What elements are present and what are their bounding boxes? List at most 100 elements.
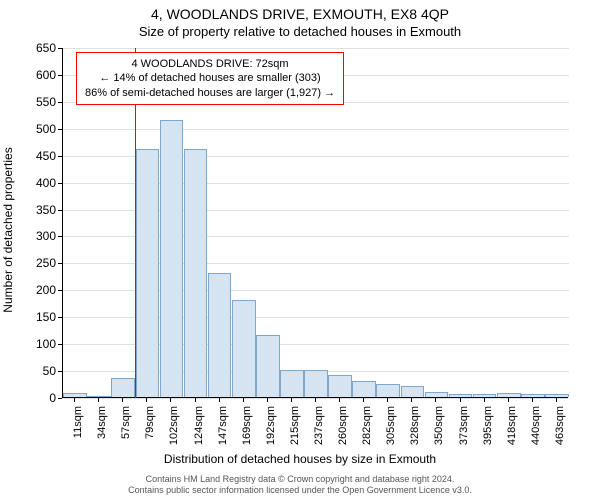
footer-line-1: Contains HM Land Registry data © Crown c… <box>0 474 600 485</box>
ytick-label: 600 <box>16 68 56 82</box>
ytick-label: 250 <box>16 256 56 270</box>
callout-line-0: 4 WOODLANDS DRIVE: 72sqm <box>85 57 335 71</box>
chart-title-description: Size of property relative to detached ho… <box>0 24 600 39</box>
xtick-label: 102sqm <box>168 406 180 456</box>
histogram-bar <box>304 370 328 397</box>
ytick-mark <box>58 183 62 184</box>
xtick-label: 350sqm <box>433 406 445 456</box>
ytick-label: 550 <box>16 95 56 109</box>
histogram-bar <box>232 300 256 397</box>
xtick-mark <box>339 398 340 402</box>
histogram-bar <box>136 149 160 397</box>
ytick-mark <box>58 263 62 264</box>
ytick-label: 650 <box>16 41 56 55</box>
ytick-label: 200 <box>16 283 56 297</box>
ytick-mark <box>58 344 62 345</box>
xtick-mark <box>508 398 509 402</box>
ytick-mark <box>58 210 62 211</box>
ytick-label: 100 <box>16 337 56 351</box>
callout-line-1: ← 14% of detached houses are smaller (30… <box>85 71 335 85</box>
callout-line-2: 86% of semi-detached houses are larger (… <box>85 86 335 100</box>
xtick-mark <box>435 398 436 402</box>
xtick-label: 260sqm <box>337 406 349 456</box>
xtick-mark <box>146 398 147 402</box>
histogram-bar <box>401 386 425 397</box>
xtick-mark <box>267 398 268 402</box>
ytick-label: 0 <box>16 391 56 405</box>
xtick-label: 124sqm <box>193 406 205 456</box>
xtick-mark <box>74 398 75 402</box>
xtick-label: 463sqm <box>554 406 566 456</box>
xtick-label: 395sqm <box>482 406 494 456</box>
histogram-bar <box>87 396 111 397</box>
xtick-label: 34sqm <box>96 406 108 456</box>
histogram-bar <box>328 375 352 397</box>
xtick-mark <box>556 398 557 402</box>
xtick-label: 215sqm <box>289 406 301 456</box>
ytick-mark <box>58 398 62 399</box>
xtick-mark <box>387 398 388 402</box>
xtick-mark <box>122 398 123 402</box>
ytick-label: 300 <box>16 229 56 243</box>
histogram-bar <box>280 370 304 397</box>
histogram-bar <box>497 393 521 397</box>
xtick-mark <box>170 398 171 402</box>
histogram-bar <box>545 394 569 397</box>
ytick-label: 450 <box>16 149 56 163</box>
xtick-mark <box>532 398 533 402</box>
ytick-mark <box>58 371 62 372</box>
xtick-label: 57sqm <box>120 406 132 456</box>
histogram-bar <box>160 120 184 397</box>
histogram-bar <box>376 384 400 397</box>
xtick-label: 79sqm <box>144 406 156 456</box>
chart-title-address: 4, WOODLANDS DRIVE, EXMOUTH, EX8 4QP <box>0 6 600 22</box>
xtick-mark <box>243 398 244 402</box>
ytick-mark <box>58 156 62 157</box>
gridline <box>63 129 569 130</box>
property-callout: 4 WOODLANDS DRIVE: 72sqm← 14% of detache… <box>76 52 344 105</box>
xtick-label: 169sqm <box>241 406 253 456</box>
xtick-mark <box>484 398 485 402</box>
ytick-label: 150 <box>16 310 56 324</box>
xtick-mark <box>315 398 316 402</box>
xtick-label: 305sqm <box>385 406 397 456</box>
xtick-mark <box>363 398 364 402</box>
ytick-mark <box>58 236 62 237</box>
ytick-label: 400 <box>16 176 56 190</box>
xtick-mark <box>460 398 461 402</box>
histogram-bar <box>63 393 87 397</box>
xtick-label: 282sqm <box>361 406 373 456</box>
histogram-bar <box>256 335 280 397</box>
xtick-label: 328sqm <box>409 406 421 456</box>
histogram-bar <box>208 273 232 397</box>
ytick-mark <box>58 75 62 76</box>
xtick-label: 373sqm <box>458 406 470 456</box>
xtick-mark <box>411 398 412 402</box>
xtick-label: 11sqm <box>72 406 84 456</box>
histogram-bar <box>473 394 497 397</box>
xtick-label: 440sqm <box>530 406 542 456</box>
xtick-mark <box>291 398 292 402</box>
gridline <box>63 398 569 399</box>
ytick-mark <box>58 290 62 291</box>
xtick-mark <box>219 398 220 402</box>
ytick-label: 50 <box>16 364 56 378</box>
ytick-label: 500 <box>16 122 56 136</box>
attribution-footer: Contains HM Land Registry data © Crown c… <box>0 474 600 496</box>
xtick-mark <box>98 398 99 402</box>
ytick-mark <box>58 48 62 49</box>
footer-line-2: Contains public sector information licen… <box>0 485 600 496</box>
histogram-bar <box>352 381 376 397</box>
histogram-bar <box>521 394 545 397</box>
histogram-bar <box>111 378 135 397</box>
ytick-mark <box>58 129 62 130</box>
ytick-label: 350 <box>16 203 56 217</box>
xtick-label: 147sqm <box>217 406 229 456</box>
histogram-bar <box>425 392 449 397</box>
ytick-mark <box>58 102 62 103</box>
xtick-label: 418sqm <box>506 406 518 456</box>
gridline <box>63 48 569 49</box>
xtick-mark <box>195 398 196 402</box>
histogram-bar <box>449 394 473 397</box>
xtick-label: 192sqm <box>265 406 277 456</box>
